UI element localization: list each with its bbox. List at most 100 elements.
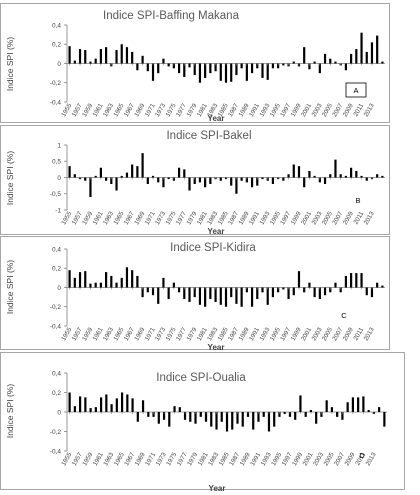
bar-c-1960 <box>94 282 97 288</box>
bar-c-1990 <box>250 287 254 307</box>
bar-b-1955 <box>68 166 71 178</box>
bar-c-1976 <box>177 287 181 293</box>
chart-b: Indice SPI-Bakel Indice SPI (%) 1 0,5 0 -0,5 -… <box>5 130 385 236</box>
bar-c-1992 <box>261 287 264 293</box>
y-tick-label-c: 0 <box>57 285 61 292</box>
bar-a-2004 <box>323 53 327 64</box>
chart-title-b: Indice SPI-Bakel <box>166 130 251 142</box>
bar-a-1955 <box>68 46 71 64</box>
bar-a-1973 <box>162 58 165 64</box>
bar-c-2000 <box>303 287 306 293</box>
bar-a-1980 <box>198 63 202 83</box>
panel-d: Indice SPI-Oualia Indice SPI (%) 0,4 0,2 0 -0… <box>0 352 405 491</box>
bar-c-2007 <box>339 287 342 293</box>
bar-d-1970 <box>147 412 150 417</box>
bar-d-1992 <box>262 412 265 417</box>
bar-c-1980 <box>198 287 202 305</box>
chart-title-a: Indice SPI-Baffing Makana <box>103 10 240 22</box>
bar-d-1977 <box>183 412 187 420</box>
bar-c-1964 <box>115 282 118 288</box>
bar-c-1998 <box>292 287 295 296</box>
bar-d-2001 <box>309 410 313 412</box>
bar-c-1995 <box>277 287 280 293</box>
bar-d-1973 <box>162 412 166 420</box>
bar-b-1967 <box>131 164 134 178</box>
bar-a-1984 <box>219 63 222 81</box>
bar-c-2009 <box>350 273 353 288</box>
bar-d-1983 <box>215 412 218 430</box>
y-tick-label-d: 0,4 <box>52 370 61 377</box>
bar-d-2004 <box>325 400 328 412</box>
bar-d-1964 <box>115 398 118 412</box>
bar-b-1986 <box>230 177 233 186</box>
bar-d-2005 <box>330 407 334 413</box>
bar-b-2000 <box>303 177 306 188</box>
bar-d-2008 <box>346 402 349 412</box>
bar-a-1987 <box>235 63 238 76</box>
x-axis-label-d: Year <box>209 484 226 491</box>
bar-a-1967 <box>131 51 134 64</box>
bar-d-1976 <box>178 407 181 413</box>
bar-b-2001 <box>308 171 311 178</box>
bar-c-1956 <box>73 277 76 288</box>
bar-a-1965 <box>120 44 123 64</box>
y-axis-label-a: Indice SPI (%) <box>5 37 15 91</box>
bar-d-1978 <box>189 412 192 422</box>
bar-c-2011 <box>360 273 363 288</box>
bar-b-1961 <box>99 167 102 178</box>
bar-c-1996 <box>282 287 285 290</box>
bar-d-2012 <box>367 410 370 412</box>
bar-b-2014 <box>376 174 379 178</box>
y-tick-label-a: 0 <box>57 61 61 68</box>
bar-b-2010 <box>355 171 358 178</box>
bar-d-1985 <box>225 412 229 432</box>
bar-b-1977 <box>183 169 186 178</box>
bar-c-2002 <box>313 287 316 298</box>
bar-d-1975 <box>173 406 176 412</box>
bar-a-1970 <box>146 63 149 72</box>
bar-d-2015 <box>383 412 386 427</box>
chart-title-c: Indice SPI-Kidira <box>170 242 256 254</box>
bar-d-1967 <box>131 398 134 412</box>
bar-c-1979 <box>193 287 196 298</box>
bar-a-1981 <box>204 63 207 78</box>
y-tick-label-c: 0,2 <box>52 266 61 273</box>
bar-a-1992 <box>261 63 264 78</box>
bar-a-2014 <box>376 35 379 64</box>
bar-d-1982 <box>210 412 213 427</box>
bar-c-1997 <box>287 287 290 300</box>
x-tick-label-c: 2013 <box>363 326 376 342</box>
bar-b-2011 <box>360 175 363 178</box>
bar-d-1993 <box>267 412 271 432</box>
y-tick-label-b: 1 <box>57 142 61 149</box>
bar-c-1967 <box>131 270 134 288</box>
bar-b-1981 <box>204 177 207 188</box>
bar-a-1971 <box>151 63 155 81</box>
bar-b-1987 <box>235 177 238 194</box>
bar-a-2011 <box>360 32 363 64</box>
bar-b-1969 <box>141 153 144 178</box>
bar-a-1964 <box>115 50 118 64</box>
bar-b-1998 <box>292 164 295 178</box>
y-tick-label-a: 0,2 <box>52 42 61 49</box>
bar-c-1968 <box>136 275 139 288</box>
bar-c-1966 <box>125 267 129 288</box>
bar-a-1978 <box>188 63 191 68</box>
y-tick-label-c: -0,2 <box>50 304 62 311</box>
bar-c-1993 <box>266 287 269 305</box>
bar-b-1988 <box>240 177 243 181</box>
bar-a-1957 <box>78 49 82 64</box>
bar-d-1996 <box>283 412 286 414</box>
bar-a-1982 <box>209 63 212 74</box>
bar-b-1996 <box>282 177 285 181</box>
bar-d-1974 <box>168 412 171 427</box>
bar-d-1972 <box>157 412 160 424</box>
x-tick-label-b: 2013 <box>363 210 376 226</box>
bar-b-1992 <box>261 177 264 180</box>
bar-b-1990 <box>250 177 254 188</box>
bar-d-1981 <box>204 412 208 422</box>
bar-b-2012 <box>365 177 368 181</box>
y-tick-label-d: 0,2 <box>52 390 61 397</box>
bar-b-2006 <box>334 159 337 178</box>
bar-b-2005 <box>329 174 332 178</box>
